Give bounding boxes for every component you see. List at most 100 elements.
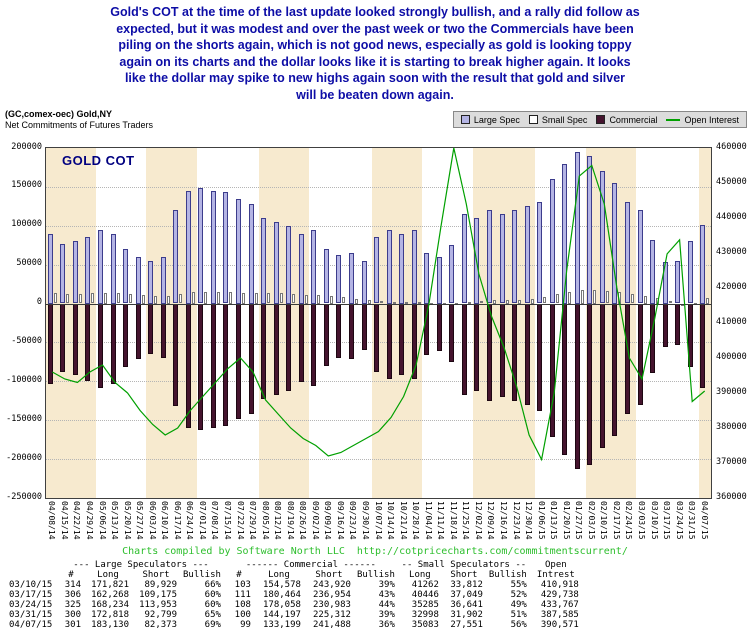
x-axis-label: 03/17/15: [662, 501, 672, 540]
chart-legend: Large Spec Small Spec Commercial Open Inter…: [452, 111, 747, 128]
bar-small-spec: [392, 302, 396, 304]
bar-small-spec: [317, 295, 321, 304]
table-column-header: Long: [268, 570, 290, 580]
x-axis-label: 04/15/14: [59, 501, 69, 540]
table-column-header: Short: [142, 570, 170, 580]
row-value: 183,130: [91, 620, 129, 630]
row-value: 49%: [510, 600, 527, 610]
cot-table: --- Large Speculators --- ------ Commerci…: [6, 560, 582, 630]
legend-label: Large Spec: [473, 114, 520, 125]
bar-small-spec: [304, 295, 308, 304]
bar-large-spec: [123, 249, 129, 304]
bar-small-spec: [141, 295, 145, 304]
row-value: 44%: [378, 600, 395, 610]
bar-large-spec: [98, 229, 103, 304]
bar-small-spec: [191, 291, 195, 304]
legend-swatch-small-spec: [528, 115, 538, 124]
row-value: 144,197: [263, 610, 301, 620]
bar-large-spec: [436, 256, 442, 304]
legend-swatch-open-interest: [666, 118, 681, 121]
bar-small-spec: [530, 298, 534, 304]
y-axis-label-right: 370000: [716, 456, 747, 467]
bar-large-spec: [499, 214, 505, 304]
row-value: 100: [234, 610, 251, 620]
y-axis-label-left: 0: [36, 297, 42, 308]
row-date: 03/10/15: [9, 580, 53, 590]
bar-small-spec: [292, 294, 296, 304]
bar-large-spec: [537, 202, 543, 304]
row-date: 03/24/15: [9, 600, 53, 610]
legend-swatch-large-spec: [460, 115, 470, 124]
bar-small-spec: [116, 293, 120, 304]
row-value: 27,551: [450, 620, 483, 630]
bar-large-spec: [148, 260, 154, 304]
table-group-header: ------ Commercial ------: [245, 560, 376, 570]
legend-item: Small Spec: [528, 114, 588, 125]
bar-large-spec: [273, 221, 279, 304]
bar-small-spec: [104, 292, 107, 304]
bar-small-spec: [129, 294, 133, 304]
bar-large-spec: [650, 239, 655, 304]
row-value: 387,585: [540, 610, 579, 620]
bar-small-spec: [53, 293, 57, 304]
x-axis-label: 01/27/15: [574, 501, 584, 540]
bar-large-spec: [160, 256, 166, 304]
bar-small-spec: [706, 297, 710, 304]
table-column-header: Bullish: [356, 570, 395, 580]
row-value: 82,373: [144, 620, 177, 630]
bar-small-spec: [91, 293, 95, 304]
x-axis-label: 01/13/15: [549, 501, 559, 540]
bar-small-spec: [354, 298, 358, 304]
zero-line: [46, 303, 711, 305]
row-value: 133,199: [263, 620, 301, 630]
row-value: 40446: [411, 590, 439, 600]
table-column-header: #: [236, 570, 242, 580]
bar-small-spec: [66, 294, 70, 304]
y-axis-label-left: 100000: [11, 219, 42, 230]
x-axis-label: 03/03/15: [637, 501, 646, 540]
table-column-header: Bullish: [488, 570, 527, 580]
bar-small-spec: [242, 292, 245, 304]
bar-large-spec: [185, 190, 191, 304]
bar-large-spec: [236, 198, 241, 304]
bar-small-spec: [380, 301, 383, 304]
commentary-text: Gold's COT at the time of the last updat…: [110, 5, 640, 102]
row-value: 325: [64, 600, 81, 610]
row-value: 108: [234, 600, 251, 610]
bar-small-spec: [668, 300, 672, 304]
bar-small-spec: [329, 295, 333, 304]
bar-small-spec: [154, 295, 158, 304]
bar-small-spec: [467, 302, 471, 304]
bar-small-spec: [204, 291, 208, 304]
bar-large-spec: [486, 210, 492, 304]
row-value: 306: [64, 590, 81, 600]
bar-large-spec: [700, 225, 706, 304]
bar-large-spec: [687, 241, 693, 304]
x-axis-label: 12/23/14: [511, 501, 521, 540]
table-row: 03/17/15 306 162,268 109,175 60% 111 180,464 23…: [6, 590, 582, 600]
x-axis-label: 10/07/14: [373, 501, 383, 540]
row-value: 69%: [204, 620, 221, 630]
bar-small-spec: [166, 295, 170, 304]
row-value: 37,049: [450, 590, 483, 600]
bar-large-spec: [72, 241, 78, 304]
bar-large-spec: [449, 245, 455, 304]
row-value: 99: [240, 620, 251, 630]
bar-large-spec: [348, 253, 354, 304]
row-value: 314: [64, 580, 81, 590]
row-value: 92,799: [144, 610, 177, 620]
chart-header: (GC,comex-oec) Gold,NY Net Commitments o…: [5, 109, 153, 131]
gridline: [46, 381, 711, 383]
bar-large-spec: [637, 210, 643, 304]
legend-label: Small Spec: [541, 114, 588, 125]
x-axis-label: 11/11/14: [436, 501, 446, 540]
bar-large-spec: [424, 253, 430, 304]
row-value: 66%: [204, 580, 221, 590]
bar-large-spec: [60, 244, 66, 304]
bar-large-spec: [675, 261, 681, 304]
bar-large-spec: [135, 256, 141, 304]
legend-item: Commercial: [596, 115, 657, 125]
row-value: 172,818: [91, 610, 129, 620]
bar-large-spec: [612, 183, 618, 304]
bar-large-spec: [361, 260, 367, 304]
